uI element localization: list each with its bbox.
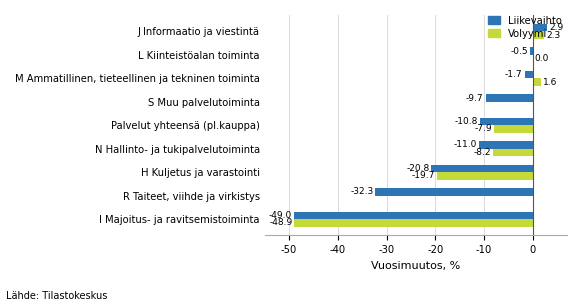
Bar — [480, 118, 533, 125]
Bar — [431, 165, 533, 172]
Text: -1.7: -1.7 — [505, 70, 523, 79]
Text: -8.2: -8.2 — [473, 148, 491, 157]
Text: -49.0: -49.0 — [269, 211, 292, 220]
Text: -32.3: -32.3 — [350, 187, 374, 196]
Text: 2.3: 2.3 — [546, 31, 560, 40]
Bar — [530, 47, 533, 55]
Bar — [533, 31, 544, 39]
X-axis label: Vuosimuutos, %: Vuosimuutos, % — [371, 261, 460, 271]
Text: 0.0: 0.0 — [535, 54, 549, 63]
Bar — [479, 141, 533, 149]
Text: -7.9: -7.9 — [475, 125, 492, 133]
Text: -0.5: -0.5 — [511, 47, 528, 56]
Text: -19.7: -19.7 — [411, 171, 435, 180]
Text: -48.9: -48.9 — [269, 218, 293, 227]
Bar — [533, 24, 547, 31]
Text: 2.9: 2.9 — [549, 23, 563, 32]
Bar — [437, 172, 533, 180]
Bar — [375, 188, 533, 195]
Bar — [294, 219, 533, 226]
Bar — [493, 149, 533, 156]
Bar — [485, 94, 533, 102]
Bar — [524, 71, 533, 78]
Text: -9.7: -9.7 — [466, 94, 484, 102]
Bar — [533, 78, 541, 86]
Text: 1.6: 1.6 — [542, 78, 557, 87]
Text: -11.0: -11.0 — [454, 140, 477, 150]
Bar — [294, 212, 533, 219]
Bar — [494, 125, 533, 133]
Text: -20.8: -20.8 — [406, 164, 430, 173]
Text: -10.8: -10.8 — [455, 117, 478, 126]
Legend: Liikevaihto, Volyymi: Liikevaihto, Volyymi — [488, 16, 562, 39]
Text: Lähde: Tilastokeskus: Lähde: Tilastokeskus — [6, 291, 107, 301]
